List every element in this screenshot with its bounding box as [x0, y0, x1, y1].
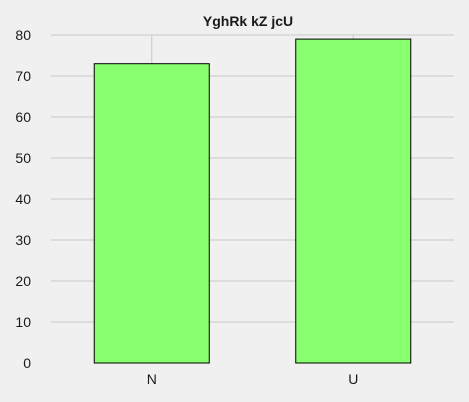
y-tick-label: 20: [15, 273, 31, 289]
y-tick-label: 50: [15, 150, 31, 166]
x-tick-label: N: [147, 371, 157, 387]
x-tick-label: U: [348, 371, 358, 387]
y-axis-ticks: 0 10 20 30 40 50 60 70 80: [15, 27, 31, 371]
y-tick-label: 60: [15, 109, 31, 125]
y-tick-label: 0: [23, 355, 31, 371]
y-tick-label: 40: [15, 191, 31, 207]
chart-title: YghRk kZ jcU: [203, 13, 293, 29]
y-tick-label: 80: [15, 27, 31, 43]
y-tick-label: 70: [15, 68, 31, 84]
y-tick-label: 10: [15, 314, 31, 330]
y-tick-label: 30: [15, 232, 31, 248]
bar-n: [93, 63, 210, 364]
bar-u: [295, 38, 412, 364]
bars-layer: [93, 38, 412, 364]
